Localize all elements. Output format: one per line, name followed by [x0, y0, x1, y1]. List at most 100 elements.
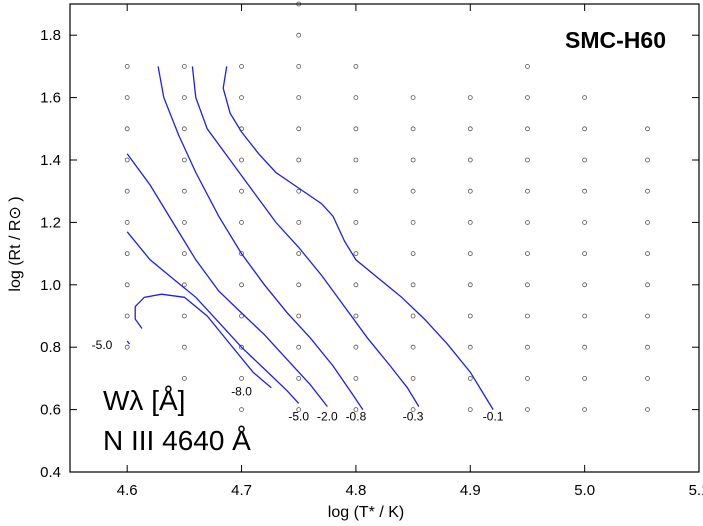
contour-label: -5.0	[288, 410, 309, 424]
grid-point	[353, 188, 359, 194]
grid-point	[467, 407, 473, 413]
grid-point	[181, 219, 187, 225]
grid-point	[645, 375, 650, 381]
y-tick-label: 1.2	[40, 214, 61, 231]
grid-point	[582, 188, 588, 194]
grid-point	[410, 126, 416, 132]
grid-point	[525, 157, 530, 163]
grid-point	[525, 375, 530, 381]
grid-point	[467, 344, 473, 350]
grid-point	[181, 344, 187, 350]
grid-point	[181, 282, 187, 288]
contour-line	[191, 66, 420, 407]
grid-point	[124, 313, 130, 319]
x-axis: 4.6 4.7 4.8 4.9 5.0 5.1	[117, 4, 703, 499]
grid-point	[239, 375, 244, 381]
grid-point	[645, 313, 650, 319]
x-tick-label: 4.9	[460, 482, 481, 499]
grid-point	[181, 188, 187, 194]
contour-label: -0.8	[346, 410, 367, 424]
grid-point	[582, 157, 588, 163]
grid-point	[467, 126, 473, 132]
contour-line	[222, 66, 494, 410]
grid-point	[239, 64, 244, 69]
grid-point	[353, 251, 359, 257]
grid-point	[124, 126, 130, 132]
contour-label: -5.0	[92, 338, 113, 352]
contour-line	[157, 66, 364, 410]
grid-point	[124, 219, 130, 225]
grid-point	[353, 126, 359, 132]
grid-point	[410, 282, 416, 288]
y-tick-label: 0.4	[40, 464, 61, 481]
grid-point	[124, 64, 130, 69]
grid-point	[645, 344, 650, 350]
grid-point	[239, 282, 244, 288]
x-tick-label: 5.1	[689, 482, 703, 499]
y-axis: 0.4 0.6 0.8 1.0 1.2 1.4 1.6 1.8	[40, 27, 699, 481]
grid-point	[296, 32, 302, 38]
contour-label: -0.3	[403, 410, 424, 424]
grid-point	[353, 282, 359, 288]
x-tick-label: 4.6	[117, 482, 138, 499]
contour-line	[134, 293, 272, 389]
grid-point	[181, 126, 187, 132]
grid-point	[582, 282, 588, 288]
grid-point	[239, 188, 244, 194]
grid-point	[525, 313, 530, 319]
grid-point	[582, 375, 588, 381]
grid-point	[582, 251, 588, 257]
grid-point	[239, 219, 244, 225]
grid-point	[582, 407, 588, 413]
grid-point	[239, 344, 244, 350]
y-tick-label: 0.6	[40, 402, 61, 419]
grid-point	[353, 157, 359, 163]
grid-point	[181, 313, 187, 319]
grid-point	[296, 157, 302, 163]
grid-point	[296, 219, 302, 225]
grid-point	[467, 251, 473, 257]
y-tick-label: 1.8	[40, 27, 61, 44]
contour-labels: -5.0 -8.0 -5.0 -2.0 -0.8 -0.3 -0.1	[92, 338, 504, 424]
grid-point	[410, 188, 416, 194]
contour-lines	[126, 66, 494, 410]
grid-point	[525, 126, 530, 132]
grid-point	[353, 64, 359, 69]
grid-point	[467, 188, 473, 194]
grid-point	[124, 344, 130, 350]
grid-point	[645, 188, 650, 194]
grid-point	[645, 251, 650, 257]
y-axis-label: log (Rt / R⊙ )	[7, 196, 24, 291]
grid-point	[296, 313, 302, 319]
grid-point	[353, 375, 359, 381]
grid-point	[181, 375, 187, 381]
grid-point	[525, 344, 530, 350]
grid-point	[645, 407, 650, 413]
grid-point	[353, 313, 359, 319]
grid-point	[296, 188, 302, 194]
grid-point	[582, 344, 588, 350]
grid-point	[525, 95, 530, 100]
grid-point	[181, 157, 187, 163]
grid-point	[239, 95, 244, 100]
grid-point	[525, 282, 530, 288]
grid-point	[645, 282, 650, 288]
grid-point	[353, 407, 359, 413]
grid-point	[467, 95, 473, 100]
chart-title: SMC-H60	[565, 27, 666, 53]
grid-point	[410, 344, 416, 350]
contour-line	[126, 340, 131, 345]
grid-point	[525, 251, 530, 257]
grid-point	[582, 219, 588, 225]
grid-point	[410, 375, 416, 381]
grid-point	[467, 219, 473, 225]
grid-point	[467, 375, 473, 381]
contour-label: -2.0	[317, 410, 338, 424]
y-tick-label: 1.4	[40, 152, 61, 169]
grid-point	[296, 64, 302, 69]
annotation-line-1: Wλ [Å]	[103, 385, 185, 416]
grid-points	[124, 1, 650, 413]
contour-label: -0.1	[483, 410, 504, 424]
grid-point	[410, 157, 416, 163]
